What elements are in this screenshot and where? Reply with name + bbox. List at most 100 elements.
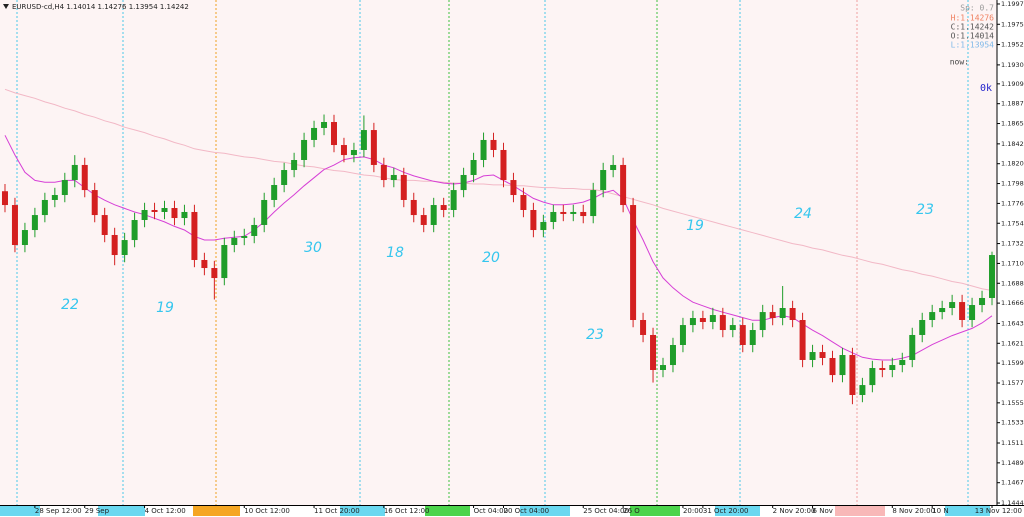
candle-body	[859, 385, 866, 395]
y-tick-label: 1.19525	[1001, 41, 1024, 49]
y-tick-label: 1.15335	[1001, 419, 1024, 427]
candle-body	[869, 368, 876, 386]
candle-body	[241, 235, 248, 238]
candle-body	[61, 180, 68, 196]
annotation: 18	[386, 245, 404, 261]
candle-body	[370, 130, 377, 165]
symbol-header: EURUSD-cd,H4 1.14014 1.14276 1.13954 1.1…	[12, 3, 189, 11]
y-tick-label: 1.19090	[1001, 80, 1024, 88]
candle-body	[719, 315, 726, 331]
candle-body	[959, 302, 966, 321]
candle-body	[211, 268, 218, 279]
candle-body	[590, 190, 597, 217]
candle-body	[141, 209, 148, 221]
candle-body	[520, 195, 527, 210]
candle-body	[311, 127, 318, 140]
candle-body	[969, 305, 976, 321]
candle-body	[819, 352, 826, 358]
separator-marker	[715, 506, 760, 516]
separator-marker	[0, 506, 40, 516]
separator-marker	[425, 506, 470, 516]
menu-triangle[interactable]	[3, 4, 9, 9]
separator-marker	[945, 506, 990, 516]
separator-marker	[340, 506, 385, 516]
candle-body	[350, 149, 357, 156]
candle-body	[580, 211, 587, 217]
candle-body	[839, 355, 846, 376]
x-tick-label: 31 Oct 20:00	[703, 507, 749, 515]
candle-body	[340, 145, 347, 156]
y-tick-label: 1.17545	[1001, 219, 1024, 227]
candle-body	[51, 195, 58, 200]
y-tick-label: 1.16880	[1001, 279, 1024, 287]
candle-body	[221, 245, 228, 279]
candle-body	[390, 174, 397, 181]
y-tick-label: 1.18205	[1001, 160, 1024, 168]
candle-body	[540, 221, 547, 231]
separator-marker	[520, 506, 570, 516]
candle-body	[281, 170, 288, 185]
candle-body	[91, 190, 98, 216]
candle-body	[41, 199, 48, 216]
y-tick-label: 1.15995	[1001, 359, 1024, 367]
annotation: 23	[586, 327, 604, 343]
y-tick-label: 1.16215	[1001, 339, 1024, 347]
annotation: 23	[916, 202, 934, 218]
y-tick-label: 1.17320	[1001, 240, 1024, 248]
candle-body	[669, 344, 676, 366]
candle-body	[799, 320, 806, 360]
x-tick-label: 20:00	[683, 507, 703, 515]
candle-body	[420, 215, 427, 225]
y-tick-label: 1.18870	[1001, 100, 1024, 108]
y-tick-label: 1.14670	[1001, 479, 1024, 487]
candle-body	[919, 320, 926, 335]
candle-body	[450, 190, 457, 210]
candle-body	[380, 164, 387, 181]
candle-body	[739, 325, 746, 345]
separator-marker	[193, 506, 240, 516]
candle-body	[111, 234, 118, 256]
x-tick-label: 4 Oct 12:00	[145, 507, 186, 515]
annotation: 19	[686, 218, 704, 234]
x-tick-label: 29 Sep	[85, 507, 110, 515]
candle-body	[530, 209, 537, 231]
candle-body	[261, 199, 268, 225]
candle-body	[500, 149, 507, 181]
candle-body	[460, 174, 467, 191]
candle-body	[809, 352, 816, 360]
x-tick-label: 10 Oct 12:00	[244, 507, 290, 515]
candle-body	[709, 315, 716, 322]
separator-marker	[630, 506, 680, 516]
candle-body	[201, 259, 208, 269]
spread: Sp: 0.7	[960, 4, 994, 13]
x-tick-label: 20 Oct 04:00	[503, 507, 549, 515]
candle-body	[101, 215, 108, 235]
candle-body	[1, 191, 8, 206]
candle-body	[889, 365, 896, 370]
annotation: 20	[482, 250, 500, 266]
annotation: 30	[304, 240, 322, 256]
candle-body	[769, 312, 776, 319]
y-tick-label: 1.18425	[1001, 140, 1024, 148]
candle-body	[660, 365, 667, 370]
candle-body	[271, 184, 278, 200]
x-tick-label: 26 O	[623, 507, 640, 515]
candle-body	[640, 320, 647, 335]
candle-body	[620, 164, 627, 206]
candle-body	[989, 255, 996, 298]
candle-body	[949, 302, 956, 308]
x-tick-label: Oct 04:00	[474, 507, 509, 515]
x-tick-label: 13 Nov 12:00	[975, 507, 1022, 515]
candle-body	[779, 307, 786, 319]
candle-body	[899, 359, 906, 366]
info-high: H:1.14276	[951, 14, 995, 23]
info-open: O:1.14014	[951, 32, 995, 41]
candle-body	[71, 164, 78, 181]
annotation: 24	[794, 206, 812, 222]
y-tick-label: 1.14890	[1001, 459, 1024, 467]
candle-body	[699, 318, 706, 322]
moving-averages	[4, 88, 993, 361]
candle-body	[689, 318, 696, 326]
separator-marker	[98, 506, 145, 516]
